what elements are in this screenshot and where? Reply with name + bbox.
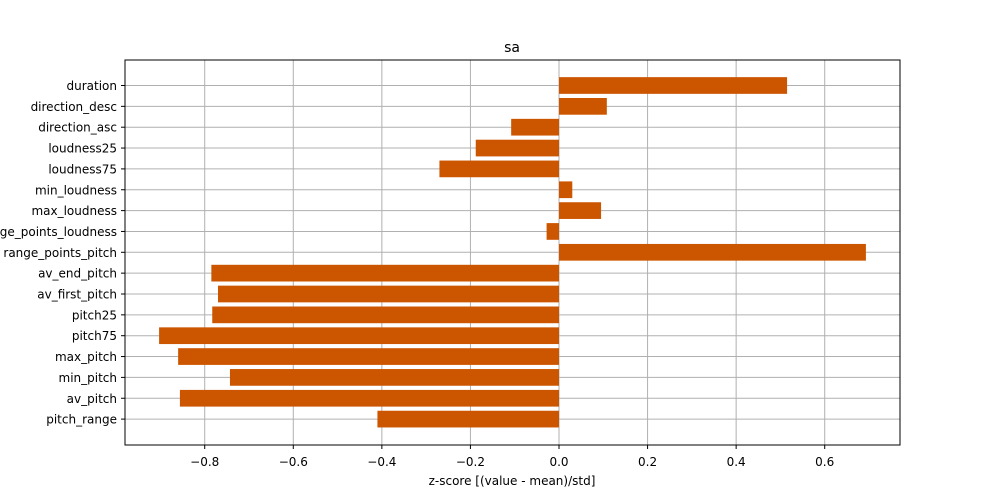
x-tick-label: −0.2 xyxy=(456,455,485,469)
y-tick-label: max_pitch xyxy=(55,350,117,364)
bar-pitch-range xyxy=(377,410,559,428)
y-tick-label: pitch25 xyxy=(72,308,117,322)
y-tick-label: min_loudness xyxy=(35,183,117,197)
bar-loudness25 xyxy=(475,139,559,157)
bar-max-loudness xyxy=(559,202,602,219)
bar-direction-desc xyxy=(559,98,607,115)
y-tick-label: range_points_pitch xyxy=(3,246,117,260)
x-tick-label: 0.2 xyxy=(638,455,657,469)
y-tick-label: duration xyxy=(67,79,118,93)
bar-pitch75 xyxy=(159,327,559,345)
chart-title: sa xyxy=(504,40,520,56)
bar-min-pitch xyxy=(229,369,559,386)
x-tick-label: −0.8 xyxy=(190,455,219,469)
y-tick-label: av_pitch xyxy=(67,392,117,406)
y-tick-label: range_points_loudness xyxy=(0,225,117,239)
x-tick-label: 0.4 xyxy=(727,455,746,469)
bar-min-loudness xyxy=(559,181,573,199)
y-tick-label: direction_desc xyxy=(31,100,117,114)
y-tick-label: max_loudness xyxy=(31,204,117,218)
bars xyxy=(159,77,866,428)
y-tick-label: min_pitch xyxy=(59,371,118,385)
bar-range-points-loudness xyxy=(546,223,559,240)
x-tick-label: 0.0 xyxy=(549,455,568,469)
x-axis-ticks: −0.8 −0.6 −0.4 −0.2 0.0 0.2 0.4 0.6 xyxy=(190,445,834,469)
y-tick-label: av_first_pitch xyxy=(37,288,117,302)
bar-av-pitch xyxy=(179,389,559,407)
x-tick-label: −0.4 xyxy=(367,455,396,469)
bar-av-first-pitch xyxy=(218,285,559,303)
bar-direction-asc xyxy=(511,118,559,136)
bar-range-points-pitch xyxy=(559,243,866,261)
bar-av-end-pitch xyxy=(211,264,559,282)
bar-max-pitch xyxy=(178,348,559,365)
x-tick-label: 0.6 xyxy=(815,455,834,469)
y-tick-label: av_end_pitch xyxy=(38,267,117,281)
x-tick-label: −0.6 xyxy=(279,455,308,469)
bar-duration xyxy=(559,77,788,94)
y-tick-label: pitch_range xyxy=(46,413,117,427)
y-tick-label: loudness25 xyxy=(48,142,117,156)
y-tick-label: loudness75 xyxy=(48,162,117,176)
y-tick-label: pitch75 xyxy=(72,329,117,343)
x-axis-label: z-score [(value - mean)/std] xyxy=(429,474,596,488)
bar-pitch25 xyxy=(212,306,559,324)
y-tick-label: direction_asc xyxy=(38,121,117,135)
bar-loudness75 xyxy=(439,160,559,178)
y-axis-ticks: duration direction_desc direction_ascloudn… xyxy=(0,79,125,427)
